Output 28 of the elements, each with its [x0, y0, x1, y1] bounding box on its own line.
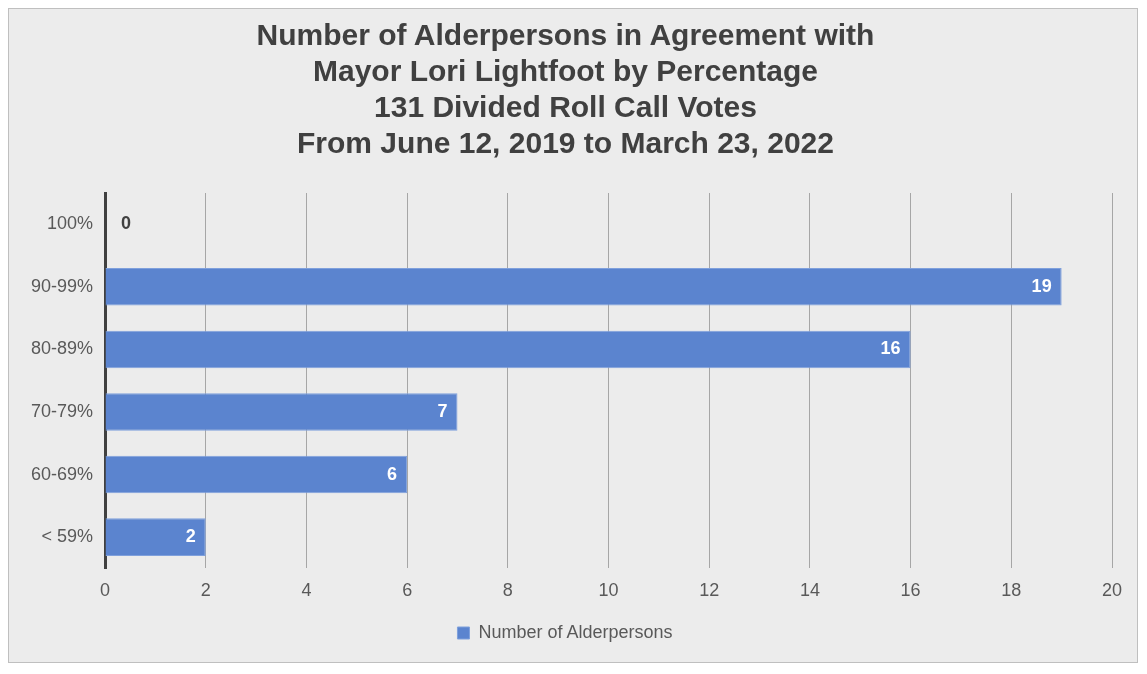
x-tick-label: 20 — [1101, 580, 1123, 601]
x-tick-label: 2 — [200, 580, 211, 601]
x-tick-label: 0 — [100, 580, 111, 601]
data-label: 7 — [437, 400, 448, 421]
data-label: 6 — [387, 463, 398, 484]
x-tick-label: 4 — [301, 580, 312, 601]
x-tick-label: 16 — [900, 580, 921, 601]
y-tick-label: 100% — [47, 213, 94, 234]
x-tick-label: 12 — [699, 580, 720, 601]
text: 131 Divided Roll Call Votes — [374, 90, 757, 124]
x-tick-label: 18 — [1001, 580, 1022, 601]
data-label: 19 — [1031, 275, 1052, 296]
x-tick-label: 6 — [402, 580, 413, 601]
legend-label: Number of Alderpersons — [478, 621, 673, 642]
text: From June 12, 2019 to March 23, 2022 — [297, 126, 834, 160]
data-label: 0 — [121, 213, 132, 234]
x-tick-label: 8 — [502, 580, 513, 601]
data-label: 2 — [185, 526, 196, 547]
text: Number of Alderpersons in Agreement with — [256, 18, 875, 52]
y-tick-label: 80-89% — [31, 338, 94, 359]
data-label: 16 — [880, 338, 901, 359]
text: Mayor Lori Lightfoot by Percentage — [312, 54, 819, 88]
y-tick-label: 90-99% — [31, 275, 94, 296]
y-tick-label: < 59% — [41, 526, 94, 547]
x-tick-label: 14 — [799, 580, 820, 601]
y-tick-label: 60-69% — [31, 463, 94, 484]
y-tick-label: 70-79% — [31, 400, 94, 421]
x-tick-label: 10 — [598, 580, 619, 601]
